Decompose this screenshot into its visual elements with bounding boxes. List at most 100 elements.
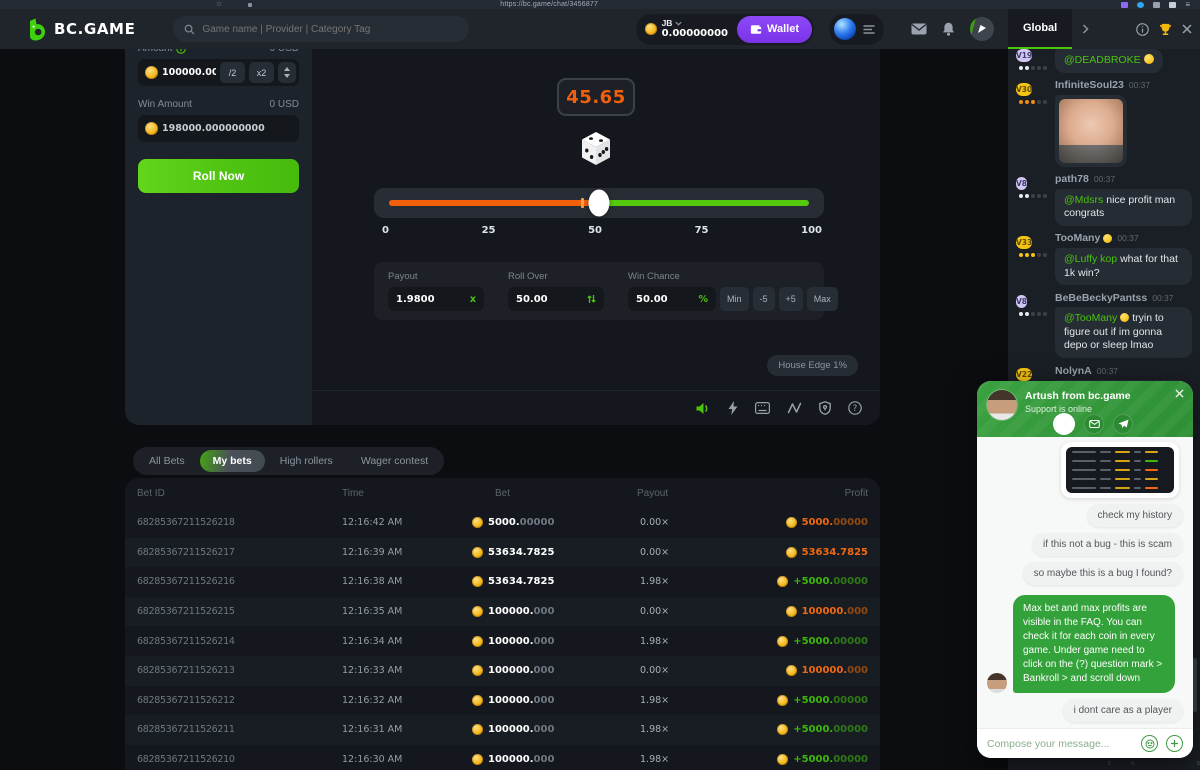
username[interactable]: InfiniteSoul23 (1055, 79, 1124, 92)
turbo-icon[interactable] (728, 401, 738, 415)
win-amount-input[interactable]: 198000.000000000 (138, 115, 299, 142)
bookmark-icon[interactable]: ☆ (216, 1, 223, 8)
browser-menu-icon[interactable]: ≡ (1185, 0, 1190, 9)
bet-settings: Payout 1.9800 x Roll Over 50.00 (374, 262, 838, 320)
browser-extensions[interactable]: ≡ (1121, 0, 1190, 9)
mail-button[interactable] (911, 23, 927, 35)
double-bet-button[interactable]: x2 (249, 62, 274, 83)
table-row[interactable]: 68285367211526218 12:16:42 AM 5000.00000 … (137, 517, 868, 529)
search-input[interactable] (202, 23, 459, 35)
table-row[interactable]: 68285367211526211 12:16:31 AM 100000.000 … (125, 715, 880, 745)
help-icon[interactable]: ? (848, 401, 862, 415)
jb-coin-icon (777, 754, 789, 766)
support-agent-avatar (987, 390, 1017, 420)
table-row[interactable]: 68285367211526212 12:16:32 AM 100000.000 … (137, 694, 868, 706)
minus5-button[interactable]: -5 (752, 287, 775, 311)
username[interactable]: path78 (1055, 173, 1089, 186)
tab-high-rollers[interactable]: High rollers (279, 455, 333, 467)
logo-text: BC.GAME (54, 20, 136, 38)
search-bar[interactable] (173, 16, 470, 42)
wallet-label: Wallet (767, 23, 799, 35)
table-row[interactable]: 68285367211526217 12:16:39 AM 53634.7825 … (125, 537, 880, 568)
payout-label: Payout (388, 271, 418, 282)
username[interactable]: NolynA (1055, 364, 1092, 377)
chat-image[interactable] (1059, 98, 1123, 163)
live-stats-icon[interactable] (787, 402, 802, 414)
extension-icon[interactable] (1121, 1, 1129, 8)
trophy-icon[interactable] (1159, 23, 1172, 36)
gif-icon[interactable] (1108, 757, 1112, 769)
chat-scrollbar[interactable] (1193, 658, 1197, 712)
tab-wager-contest[interactable]: Wager contest (360, 455, 429, 467)
support-search-button[interactable] (1053, 413, 1075, 435)
payout-value[interactable]: 1.9800 (396, 293, 435, 305)
image-attach-icon[interactable] (1196, 757, 1200, 769)
emoji-picker-icon[interactable] (1131, 757, 1135, 769)
support-conversation: check my history if this not a bug - thi… (977, 437, 1193, 728)
wallet-button[interactable]: Wallet (737, 15, 812, 43)
username[interactable]: BeBeBeckyPantss (1055, 291, 1148, 304)
roll-now-button[interactable]: Roll Now (138, 159, 299, 193)
fairness-icon[interactable] (819, 401, 831, 415)
roll-over-value[interactable]: 50.00 (516, 293, 548, 305)
username[interactable]: TooMany (1055, 232, 1101, 245)
roll-over-input[interactable]: 50.00 (508, 287, 604, 311)
support-status: Support is online (1025, 404, 1093, 414)
composer-input[interactable] (987, 737, 1133, 750)
win-chance-input[interactable]: 50.00 % (628, 287, 716, 311)
chat-message: V30 InfiniteSoul23 00:37 (1016, 79, 1192, 167)
win-chance-value[interactable]: 50.00 (636, 293, 668, 305)
extension-icon[interactable] (1153, 1, 1161, 8)
notifications-button[interactable] (942, 22, 955, 36)
extension-icon[interactable] (1169, 1, 1177, 8)
slider-track[interactable] (389, 189, 809, 217)
user-message: check my history (1086, 504, 1183, 527)
chevron-down-icon (675, 21, 683, 26)
close-chat-icon[interactable] (1182, 24, 1192, 34)
logo[interactable]: BC.GAME (26, 18, 135, 41)
plus-icon (1170, 739, 1179, 748)
search-icon (185, 24, 195, 35)
emoji-button[interactable] (1141, 735, 1158, 752)
attach-button[interactable] (1166, 735, 1183, 752)
extension-icon[interactable] (1137, 1, 1145, 8)
table-row[interactable]: 68285367211526210 12:16:30 AM 100000.000 … (137, 754, 868, 766)
amount-value[interactable]: 100000.00000000 (162, 67, 216, 78)
close-support-icon[interactable] (1175, 389, 1184, 398)
tab-my-bets[interactable]: My bets (199, 450, 265, 472)
chevron-right-icon[interactable] (1082, 24, 1089, 34)
support-email-button[interactable] (1084, 414, 1104, 434)
plus5-button[interactable]: +5 (778, 287, 803, 311)
table-row[interactable]: 68285367211526213 12:16:33 AM 100000.000 … (125, 655, 880, 686)
jb-coin-icon (145, 122, 158, 135)
support-telegram-button[interactable] (1113, 414, 1133, 434)
chat-rules-icon[interactable] (1136, 22, 1149, 36)
hotkeys-icon[interactable] (755, 402, 770, 414)
payout-input[interactable]: 1.9800 x (388, 287, 484, 311)
roll-slider[interactable] (374, 188, 824, 218)
slider-scale: 0 25 50 75 100 (382, 225, 822, 236)
swap-icon[interactable] (587, 294, 596, 304)
table-row[interactable]: 68285367211526215 12:16:35 AM 100000.000 … (125, 596, 880, 627)
table-row[interactable]: 68285367211526214 12:16:34 AM 100000.000 … (137, 635, 868, 647)
tab-all-bets[interactable]: All Bets (149, 455, 185, 467)
col-time: Time (342, 487, 364, 499)
user-message: so maybe this is a bug I found? (1022, 562, 1183, 585)
volume-icon[interactable] (696, 402, 711, 415)
table-row[interactable]: 68285367211526216 12:16:38 AM 53634.7825 … (137, 576, 868, 588)
address-bar[interactable]: https://bc.game/chat/3456877 (500, 1, 599, 8)
profile-avatar[interactable] (970, 17, 994, 41)
game-toolbar: ? (312, 390, 880, 425)
slider-handle[interactable] (588, 189, 610, 217)
chat-channel-tab[interactable]: Global (1008, 9, 1073, 49)
min-button[interactable]: Min (720, 287, 749, 311)
currency-selector[interactable]: JB (662, 19, 728, 28)
game-mode-switch[interactable] (829, 13, 884, 45)
payout-field: Payout 1.9800 x (388, 271, 484, 311)
max-button[interactable]: Max (806, 287, 838, 311)
smiley-icon (1144, 738, 1155, 749)
attached-screenshot[interactable] (1061, 442, 1179, 498)
half-bet-button[interactable]: /2 (220, 62, 245, 83)
amount-input[interactable]: 100000.00000000 /2 x2 (138, 59, 299, 86)
amount-stepper[interactable] (278, 62, 296, 83)
